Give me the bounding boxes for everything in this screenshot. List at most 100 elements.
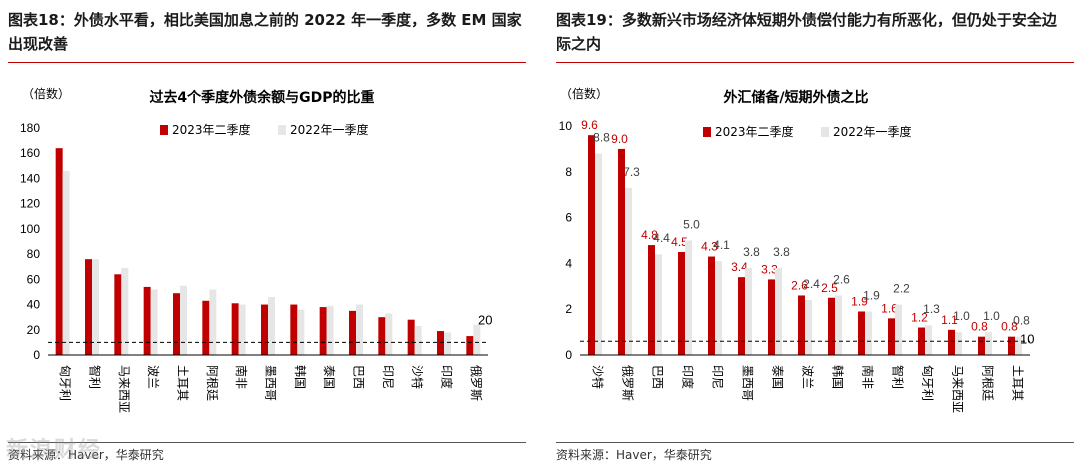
chart-title: 外汇储备/短期外债之比 <box>723 89 868 106</box>
bar-previous <box>805 300 812 355</box>
value-label-current: 1.6 <box>881 301 898 315</box>
x-category-label: 印尼 <box>381 365 395 389</box>
value-label-previous: 4.4 <box>653 231 670 245</box>
y-tick-label: 10 <box>559 119 573 133</box>
x-category-label: 泰国 <box>771 365 785 389</box>
x-category-label: 南非 <box>234 365 249 389</box>
x-category-label: 巴西 <box>651 365 665 389</box>
value-label-current: 2.5 <box>821 281 838 295</box>
value-label-previous: 7.3 <box>623 165 640 179</box>
bar-previous <box>209 289 217 355</box>
bar-previous <box>625 187 632 355</box>
y-tick-label: 140 <box>20 171 40 185</box>
y-tick-label: 0 <box>565 348 572 362</box>
x-category-label: 印度 <box>440 365 455 389</box>
right-bar-chart: 外汇储备/短期外债之比 （倍数） 2023年二季度 2022年一季度 0 2 4 6 8 10 9.… <box>559 86 1035 413</box>
bar-current <box>708 256 715 355</box>
bar-current <box>1008 336 1015 355</box>
left-panel: 图表18：外债水平看，相比美国加息之前的 2022 年一季度，多数 EM 国家出… <box>0 0 530 472</box>
x-category-label: 土耳其 <box>1011 365 1025 401</box>
bar-current <box>143 286 151 355</box>
left-bar-chart: 过去4个季度外债余额与GDP的比重 （倍数） 2023年二季度 2022年一季度 0 20… <box>20 86 493 413</box>
value-label-previous: 2.4 <box>803 277 820 291</box>
reference-line-label: 20 <box>478 312 492 327</box>
value-label-current: 9.6 <box>581 118 598 132</box>
x-category-label: 匈牙利 <box>58 365 72 401</box>
y-tick-label: 6 <box>565 211 572 225</box>
chart-title: 过去4个季度外债余额与GDP的比重 <box>149 89 374 106</box>
left-heading-rule <box>8 62 526 63</box>
value-label-previous: 1.0 <box>953 309 970 323</box>
bar-current <box>738 277 745 355</box>
x-category-label: 智利 <box>891 365 906 389</box>
value-label-current: 3.3 <box>761 262 778 276</box>
value-label-current: 9.0 <box>611 132 628 146</box>
bar-previous <box>595 153 602 355</box>
value-label-current: 1.2 <box>911 311 928 325</box>
x-category-label: 马来西亚 <box>951 365 965 413</box>
legend-current-swatch <box>160 125 168 135</box>
bar-previous <box>715 261 722 355</box>
bar-previous <box>655 254 662 355</box>
y-tick-label: 40 <box>27 298 41 312</box>
x-category-label: 泰国 <box>322 365 336 389</box>
left-source-rule <box>8 442 526 443</box>
bar-previous <box>745 267 752 355</box>
bar-previous <box>685 240 692 355</box>
y-tick-label: 20 <box>27 323 41 337</box>
bar-previous <box>925 325 932 355</box>
bar-previous <box>895 304 902 355</box>
bar-current <box>918 327 925 355</box>
value-label-previous: 0.8 <box>1013 314 1030 328</box>
right-heading-rule <box>556 62 1074 63</box>
legend-previous-label: 2022年一季度 <box>290 122 369 137</box>
legend-current-label: 2023年二季度 <box>715 124 794 139</box>
value-label-previous: 4.1 <box>713 238 730 252</box>
bar-current <box>768 279 775 355</box>
value-label-previous: 8.8 <box>593 130 610 144</box>
bar-current <box>798 295 805 355</box>
x-category-label: 匈牙利 <box>921 365 935 401</box>
watermark-logo: 新浪财经 <box>6 438 103 463</box>
y-tick-label: 100 <box>20 222 40 236</box>
bar-current <box>378 317 386 355</box>
legend-previous-swatch <box>821 127 829 137</box>
x-category-label: 墨西哥 <box>741 365 755 401</box>
bar-previous <box>268 296 275 355</box>
value-label-current: 0.8 <box>1001 320 1018 334</box>
x-category-label: 沙特 <box>410 365 425 389</box>
reference-line-label: 10 <box>1020 331 1034 346</box>
x-category-label: 阿根廷 <box>981 365 995 401</box>
value-label-previous: 3.8 <box>773 245 790 259</box>
value-label-current: 3.4 <box>731 260 748 274</box>
x-category-label: 韩国 <box>293 365 308 389</box>
x-category-label: 俄罗斯 <box>621 365 635 401</box>
y-tick-label: 120 <box>20 197 40 211</box>
bar-previous <box>414 325 422 355</box>
x-category-label: 印尼 <box>711 365 725 389</box>
value-label-current: 1.9 <box>851 294 868 308</box>
bar-current <box>202 300 210 355</box>
value-label-current: 2.6 <box>791 278 808 292</box>
y-tick-label: 60 <box>27 272 41 286</box>
x-category-label: 沙特 <box>591 365 606 389</box>
bar-current <box>173 293 180 355</box>
bar-current <box>588 135 595 355</box>
bar-current <box>828 297 835 355</box>
left-source-note: 资料来源：Haver，华泰研究 <box>8 448 164 462</box>
x-category-label: 波兰 <box>801 365 815 389</box>
bar-previous <box>180 285 187 355</box>
legend-current-swatch <box>703 127 711 137</box>
right-figure-heading: 图表19：多数新兴市场经济体短期外债偿付能力有所恶化，但仍处于安全边际之内 <box>556 11 1057 53</box>
value-label-previous: 1.0 <box>983 309 1000 323</box>
right-source-rule <box>556 442 1074 443</box>
value-label-previous: 5.0 <box>683 218 700 232</box>
y-tick-label: 8 <box>565 165 572 179</box>
right-panel: 图表19：多数新兴市场经济体短期外债偿付能力有所恶化，但仍处于安全边际之内 外汇… <box>548 0 1080 472</box>
y-tick-label: 2 <box>565 302 572 316</box>
bar-previous <box>835 295 842 355</box>
y-tick-label: 0 <box>33 348 40 362</box>
bar-current <box>349 310 356 355</box>
bar-current <box>648 245 655 355</box>
bar-previous <box>62 170 70 355</box>
